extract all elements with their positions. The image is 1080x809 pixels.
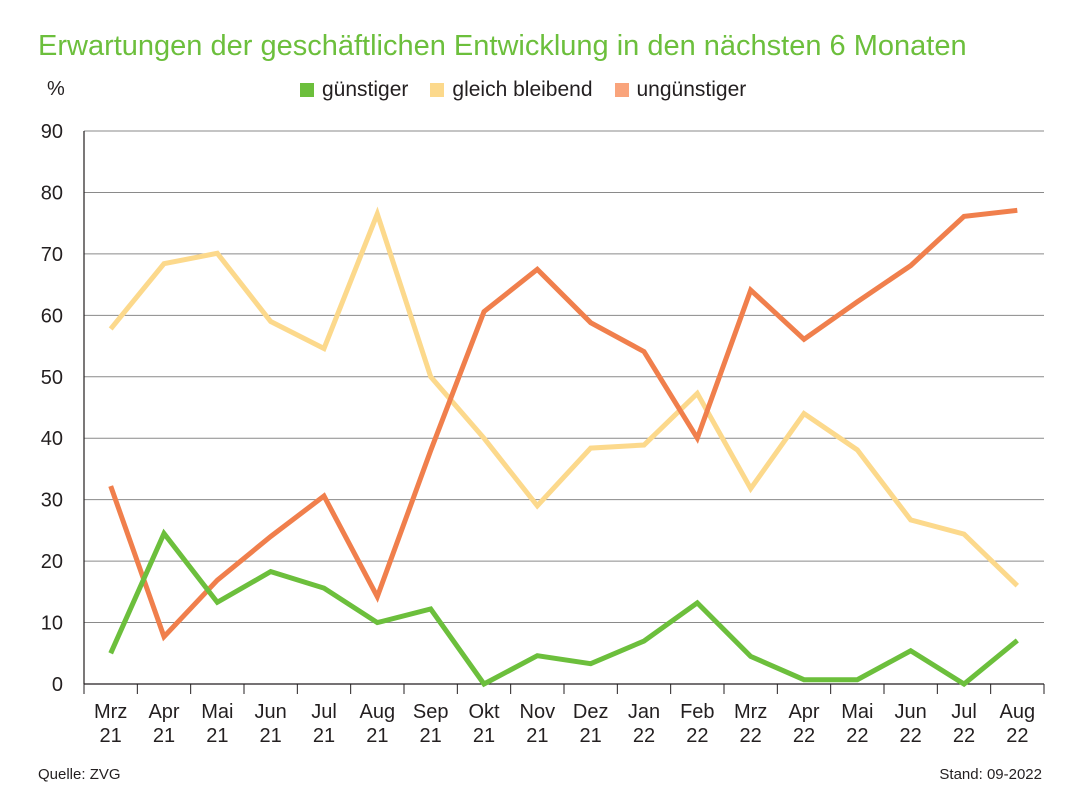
x-tick-label-year: 22 — [740, 725, 762, 747]
legend: günstiger gleich bleibend ungünstiger — [300, 78, 746, 102]
y-tick-label: 30 — [41, 490, 63, 512]
y-axis-unit-label: % — [47, 78, 65, 100]
x-tick-label-month: Sep — [413, 701, 449, 723]
x-tick-label-month: Jul — [951, 701, 977, 723]
legend-label: gleich bleibend — [452, 78, 593, 101]
legend-swatch — [614, 83, 629, 97]
y-tick-label: 20 — [41, 551, 63, 573]
legend-swatch — [300, 83, 314, 97]
x-tick-label-year: 21 — [100, 725, 122, 747]
x-tick-label-month: Apr — [148, 701, 179, 723]
x-tick-label-year: 22 — [1006, 725, 1028, 747]
y-tick-label: 40 — [41, 428, 63, 450]
series-line-guenstiger — [108, 528, 1019, 688]
x-tick-label-year: 21 — [313, 725, 335, 747]
x-tick-label-month: Feb — [680, 701, 714, 723]
y-tick-label: 0 — [52, 674, 63, 696]
x-tick-label-month: Aug — [360, 701, 396, 723]
y-tick-label: 50 — [41, 367, 63, 389]
x-tick-label-year: 22 — [633, 725, 655, 747]
x-tick-label-year: 21 — [420, 725, 442, 747]
x-tick-label-year: 21 — [580, 725, 602, 747]
x-tick-label-year: 21 — [260, 725, 282, 747]
x-tick-label-month: Nov — [520, 701, 556, 723]
x-tick-label-month: Jul — [311, 701, 337, 723]
x-tick-label-month: Mai — [201, 701, 233, 723]
legend-swatch — [430, 83, 445, 97]
x-tick-label-year: 21 — [206, 725, 228, 747]
y-tick-label: 80 — [41, 182, 63, 204]
y-tick-label: 90 — [41, 121, 63, 143]
x-tick-label-year: 22 — [793, 725, 815, 747]
x-tick-label-month: Jun — [255, 701, 287, 723]
legend-label: ungünstiger — [636, 78, 747, 101]
y-tick-label: 60 — [41, 305, 63, 327]
x-tick-label-month: Mrz — [734, 701, 767, 723]
legend-label: günstiger — [322, 78, 409, 101]
x-tick-label-month: Mai — [841, 701, 873, 723]
y-tick-label: 70 — [41, 244, 63, 266]
x-tick-label-year: 22 — [846, 725, 868, 747]
x-tick-label-month: Aug — [1000, 701, 1036, 723]
chart-title: Erwartungen der geschäftlichen Entwicklu… — [38, 30, 967, 62]
series-line-gleich-bleibend — [108, 206, 1020, 588]
x-tick-label-month: Dez — [573, 701, 609, 723]
x-tick-label-year: 22 — [900, 725, 922, 747]
x-tick-label-year: 22 — [953, 725, 975, 747]
x-tick-label-year: 22 — [686, 725, 708, 747]
y-tick-label: 10 — [41, 613, 63, 635]
x-tick-label-year: 21 — [526, 725, 548, 747]
x-tick-label-year: 21 — [153, 725, 175, 747]
date-note: Stand: 09-2022 — [939, 766, 1042, 783]
x-tick-label-month: Apr — [788, 701, 819, 723]
x-tick-label-month: Jun — [895, 701, 927, 723]
x-tick-label-year: 21 — [366, 725, 388, 747]
x-tick-label-year: 21 — [473, 725, 495, 747]
legend-item-unguenstiger: ungünstiger — [614, 78, 747, 102]
series-line-unguenstiger — [108, 207, 1018, 642]
legend-item-guenstiger: günstiger — [300, 78, 408, 102]
source-note: Quelle: ZVG — [38, 766, 121, 783]
legend-item-gleich-bleibend: gleich bleibend — [430, 78, 593, 102]
x-tick-label-month: Jan — [628, 701, 660, 723]
x-tick-label-month: Mrz — [94, 701, 127, 723]
x-tick-label-month: Okt — [468, 701, 500, 723]
